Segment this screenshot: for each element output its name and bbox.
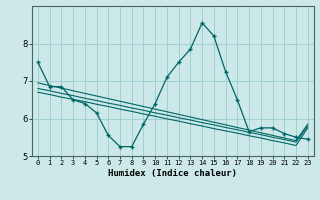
X-axis label: Humidex (Indice chaleur): Humidex (Indice chaleur) [108, 169, 237, 178]
